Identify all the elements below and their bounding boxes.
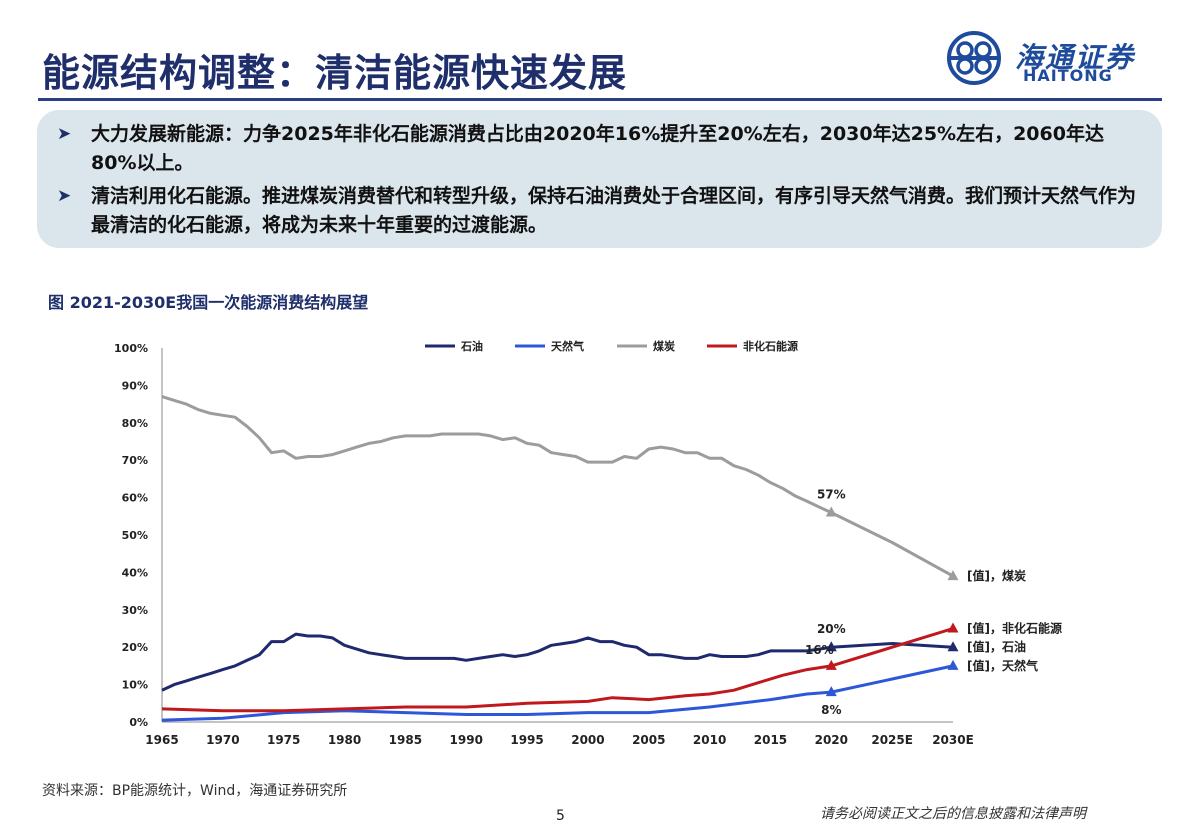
y-tick-label: 0%	[129, 716, 148, 729]
bullet-point-1: ➤ 大力发展新能源：力争2025年非化石能源消费占比由2020年16%提升至20…	[57, 120, 1147, 178]
series-marker	[947, 641, 959, 652]
series-marker	[825, 641, 837, 652]
chart-caption: 图 2021-2030E我国一次能源消费结构展望	[48, 293, 369, 312]
x-tick-label: 1975	[267, 733, 300, 747]
series-line	[161, 627, 954, 713]
legend-label: 石油	[460, 339, 483, 353]
y-tick-label: 100%	[114, 342, 148, 355]
x-tick-label: 2020	[815, 733, 848, 747]
y-tick-label: 70%	[122, 454, 148, 467]
series-marker	[825, 686, 837, 697]
source-note: 资料来源：BP能源统计，Wind，海通证券研究所	[42, 783, 348, 799]
series-marker	[947, 570, 959, 581]
series-end-label: [值]，石油	[967, 639, 1026, 654]
x-tick-label: 1985	[389, 733, 422, 747]
y-tick-label: 50%	[122, 529, 148, 542]
x-tick-label: 1995	[510, 733, 543, 747]
x-tick-label: 2025E	[871, 733, 913, 747]
series-marker	[825, 506, 837, 517]
x-tick-label: 1970	[206, 733, 239, 747]
legend-label: 非化石能源	[743, 339, 798, 353]
y-tick-label: 90%	[122, 379, 148, 392]
arrow-bullet-icon: ➤	[57, 124, 72, 144]
series-end-label: [值]，天然气	[967, 658, 1038, 673]
legend-label: 煤炭	[653, 339, 675, 353]
y-tick-label: 30%	[122, 604, 148, 617]
series-line	[161, 632, 954, 692]
y-tick-label: 40%	[122, 566, 148, 579]
series-end-label: [值]，煤炭	[967, 568, 1026, 583]
logo-english-name: HAITONG	[1023, 66, 1113, 85]
slide-title: 能源结构调整：清洁能源快速发展	[42, 51, 628, 95]
series-line	[161, 395, 954, 578]
bullet-point-2: ➤ 清洁利用化石能源。推进煤炭消费替代和转型升级，保持石油消费处于合理区间，有序…	[57, 182, 1147, 240]
data-label: 20%	[817, 622, 846, 636]
x-tick-label: 2015	[754, 733, 787, 747]
x-tick-label: 1990	[450, 733, 483, 747]
y-tick-label: 10%	[122, 679, 148, 692]
x-tick-label: 2030E	[932, 733, 974, 747]
series-marker	[947, 659, 959, 670]
y-tick-label: 20%	[122, 641, 148, 654]
x-tick-label: 2005	[632, 733, 665, 747]
page-number: 5	[556, 808, 565, 824]
data-label: 16%	[805, 643, 834, 657]
x-tick-label: 1980	[328, 733, 361, 747]
series-line	[161, 664, 954, 722]
series-marker	[947, 622, 959, 633]
haitong-emblem-icon	[947, 31, 1001, 85]
data-label: 57%	[817, 488, 846, 502]
bullet-text: 大力发展新能源：力争2025年非化石能源消费占比由2020年16%提升至20%左…	[91, 123, 1104, 174]
y-tick-label: 60%	[122, 492, 148, 505]
header-divider	[38, 98, 1162, 101]
legal-disclaimer: 请务必阅读正文之后的信息披露和法律声明	[820, 806, 1086, 822]
series-end-label: [值]，非化石能源	[967, 621, 1062, 636]
logo-chinese-name: 海通证券	[1015, 41, 1136, 74]
x-tick-label: 1965	[145, 733, 178, 747]
data-label: 8%	[821, 703, 841, 717]
legend-label: 天然气	[551, 339, 584, 353]
x-tick-label: 2000	[571, 733, 604, 747]
bullet-text: 清洁利用化石能源。推进煤炭消费替代和转型升级，保持石油消费处于合理区间，有序引导…	[91, 185, 1137, 236]
key-points-box: ➤ 大力发展新能源：力争2025年非化石能源消费占比由2020年16%提升至20…	[37, 110, 1162, 248]
arrow-bullet-icon: ➤	[57, 186, 72, 206]
x-tick-label: 2010	[693, 733, 726, 747]
series-marker	[825, 659, 837, 670]
y-tick-label: 80%	[122, 417, 148, 430]
haitong-logo: 海通证券 HAITONG	[945, 30, 1160, 90]
